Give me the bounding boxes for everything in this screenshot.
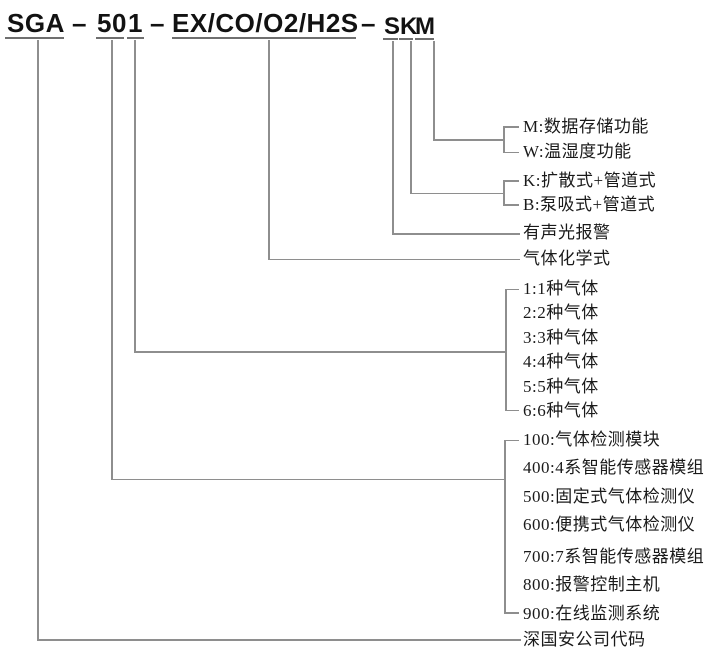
underline-gas-formula bbox=[172, 37, 356, 39]
bracket-sampling-tick-bottom bbox=[503, 204, 519, 206]
line-gas-count-horizontal bbox=[134, 351, 506, 353]
legend-function-w: W:温湿度功能 bbox=[523, 142, 632, 161]
legend-series-700: 700:7系智能传感器模组 bbox=[523, 547, 705, 566]
legend-gas-formula: 气体化学式 bbox=[523, 249, 611, 268]
underline-sampling bbox=[399, 38, 413, 40]
model-code-gas-formula: EX/CO/O2/H2S bbox=[172, 8, 359, 38]
model-code-gas-count: 1 bbox=[128, 8, 143, 38]
line-company-horizontal bbox=[37, 639, 521, 641]
underline-gas-count bbox=[127, 37, 144, 39]
bracket-sampling-tick-top bbox=[503, 180, 519, 182]
bracket-series-tick-top bbox=[504, 439, 519, 441]
model-code-sampling: K bbox=[400, 13, 418, 40]
line-series-vertical bbox=[111, 40, 113, 480]
model-code-company: SGA bbox=[7, 8, 65, 38]
line-company-vertical bbox=[37, 40, 39, 640]
underline-function bbox=[415, 38, 434, 40]
line-series-horizontal bbox=[111, 478, 505, 480]
legend-function-m: M:数据存储功能 bbox=[523, 117, 649, 136]
underline-series bbox=[96, 37, 124, 39]
model-code-function: M bbox=[415, 13, 436, 40]
legend-sampling-b: B:泵吸式+管道式 bbox=[523, 195, 656, 214]
legend-series-500: 500:固定式气体检测仪 bbox=[523, 487, 696, 506]
legend-series-800: 800:报警控制主机 bbox=[523, 575, 661, 594]
legend-gas-count-6: 6:6种气体 bbox=[523, 401, 599, 420]
line-function-horizontal bbox=[433, 139, 504, 141]
line-gas-count-vertical bbox=[134, 40, 136, 352]
legend-company-code: 深国安公司代码 bbox=[523, 630, 646, 649]
bracket-series-vertical bbox=[504, 439, 506, 614]
line-alarm-vertical bbox=[392, 41, 394, 235]
bracket-gas-count-vertical bbox=[505, 288, 507, 411]
legend-gas-count-3: 3:3种气体 bbox=[523, 328, 599, 347]
bracket-function-vertical bbox=[503, 126, 505, 153]
line-gas-formula-vertical bbox=[268, 40, 270, 260]
bracket-gas-count-tick-top bbox=[505, 288, 519, 290]
legend-gas-count-4: 4:4种气体 bbox=[523, 352, 599, 371]
legend-gas-count-5: 5:5种气体 bbox=[523, 377, 599, 396]
legend-series-900: 900:在线监测系统 bbox=[523, 604, 661, 623]
legend-series-100: 100:气体检测模块 bbox=[523, 430, 661, 449]
model-code-alarm: S bbox=[384, 13, 401, 40]
legend-gas-count-1: 1:1种气体 bbox=[523, 279, 599, 298]
separator-dash-2: – bbox=[150, 8, 165, 38]
line-sampling-horizontal bbox=[410, 192, 504, 194]
line-gas-formula-horizontal bbox=[268, 258, 520, 260]
legend-gas-count-2: 2:2种气体 bbox=[523, 303, 599, 322]
legend-alarm: 有声光报警 bbox=[523, 223, 611, 242]
line-sampling-vertical bbox=[410, 41, 412, 194]
underline-company bbox=[5, 37, 64, 39]
bracket-function-tick-top bbox=[503, 126, 519, 128]
model-code-series: 50 bbox=[97, 8, 127, 38]
legend-sampling-k: K:扩散式+管道式 bbox=[523, 171, 657, 190]
underline-alarm bbox=[383, 38, 398, 40]
separator-dash-1: – bbox=[72, 8, 87, 38]
legend-series-600: 600:便携式气体检测仪 bbox=[523, 515, 696, 534]
line-alarm-horizontal bbox=[392, 233, 520, 235]
bracket-series-tick-bottom bbox=[504, 612, 519, 614]
bracket-gas-count-tick-bottom bbox=[505, 409, 519, 411]
bracket-function-tick-bottom bbox=[503, 151, 519, 153]
legend-series-400: 400:4系智能传感器模组 bbox=[523, 458, 705, 477]
separator-dash-3: – bbox=[361, 8, 376, 38]
line-function-vertical bbox=[433, 41, 435, 141]
bracket-sampling-vertical bbox=[503, 180, 505, 206]
